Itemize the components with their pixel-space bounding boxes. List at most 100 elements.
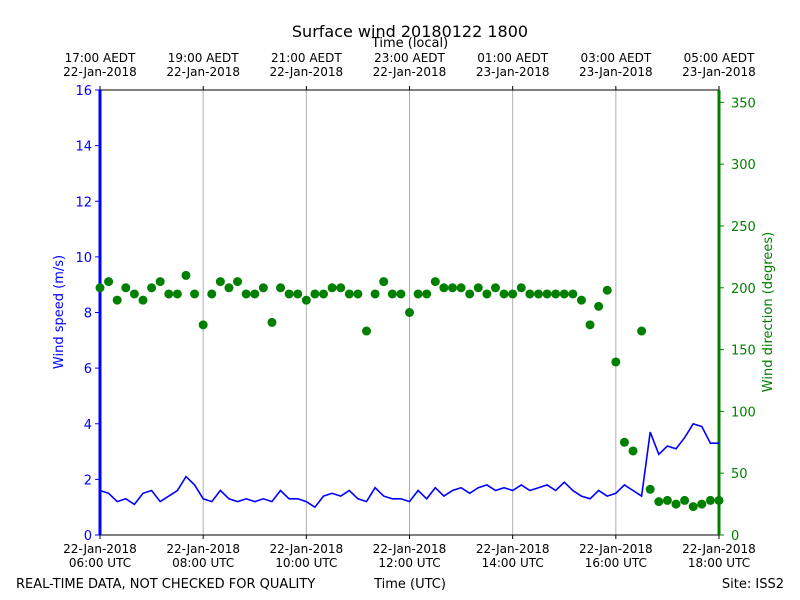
wind-direction-point <box>430 277 440 287</box>
wind-direction-point <box>104 277 114 287</box>
y2-tick-label: 350 <box>731 96 756 111</box>
x-tick-label: 22-Jan-2018 <box>270 542 344 556</box>
wind-direction-point <box>387 289 397 299</box>
wind-direction-point <box>284 289 294 299</box>
wind-direction-point <box>654 497 664 507</box>
x2-tick-label: 23:00 AEDT <box>374 51 445 65</box>
wind-direction-point <box>662 495 672 505</box>
wind-direction-point <box>172 289 182 299</box>
x2-tick-label: 23-Jan-2018 <box>682 65 756 79</box>
x-axis-title: Time (UTC) <box>373 577 446 592</box>
wind-direction-point <box>447 283 457 293</box>
x-tick-label: 22-Jan-2018 <box>373 542 447 556</box>
wind-direction-point <box>482 289 492 299</box>
wind-direction-point <box>439 283 449 293</box>
wind-direction-point <box>405 308 414 317</box>
wind-direction-point <box>276 283 286 293</box>
y-tick-label: 10 <box>75 251 92 266</box>
x-tick-label: 08:00 UTC <box>172 556 234 570</box>
wind-direction-point <box>164 289 174 299</box>
wind-direction-point <box>456 283 466 293</box>
wind-direction-point <box>198 320 208 330</box>
y2-axis-title: Wind direction (degrees) <box>761 232 776 392</box>
wind-direction-point <box>293 289 303 299</box>
wind-direction-point <box>422 289 432 299</box>
wind-direction-point <box>233 277 243 287</box>
wind-direction-point <box>714 495 724 505</box>
x2-tick-label: 22-Jan-2018 <box>373 65 447 79</box>
wind-direction-point <box>508 289 518 299</box>
wind-direction-point <box>705 495 715 505</box>
y2-tick-label: 50 <box>731 467 748 482</box>
wind-direction-point <box>637 326 647 336</box>
site-label: Site: ISS2 <box>722 577 784 592</box>
wind-direction-point <box>155 277 165 287</box>
y-tick-label: 6 <box>84 362 92 377</box>
wind-direction-point <box>473 283 483 293</box>
wind-direction-point <box>585 320 595 330</box>
y-tick-label: 12 <box>75 195 92 210</box>
wind-direction-point <box>112 295 122 305</box>
y2-tick-label: 0 <box>731 529 739 544</box>
x-tick-label: 18:00 UTC <box>688 556 750 570</box>
x-tick-label: 16:00 UTC <box>585 556 647 570</box>
wind-speed-line <box>99 422 719 509</box>
x2-tick-label: 17:00 AEDT <box>65 51 136 65</box>
y-axis-title: Wind speed (m/s) <box>52 255 67 369</box>
wind-direction-point <box>258 283 268 293</box>
x2-axis-title: Time (local) <box>371 36 448 51</box>
x2-tick-label: 23-Jan-2018 <box>476 65 550 79</box>
wind-direction-point <box>95 283 105 293</box>
y-tick-label: 8 <box>84 307 92 322</box>
wind-direction-point <box>138 295 148 305</box>
wind-direction-point <box>370 289 380 299</box>
y2-tick-label: 300 <box>731 158 756 173</box>
y-tick-label: 2 <box>84 473 92 488</box>
wind-direction-point <box>413 289 423 299</box>
wind-direction-point <box>551 289 561 299</box>
wind-direction-point <box>207 289 217 299</box>
y2-tick-label: 100 <box>731 405 756 420</box>
wind-direction-point <box>619 437 629 447</box>
x-tick-label: 22-Jan-2018 <box>476 542 550 556</box>
x-tick-label: 22-Jan-2018 <box>579 542 653 556</box>
wind-direction-point <box>336 283 346 293</box>
x2-tick-label: 19:00 AEDT <box>168 51 239 65</box>
wind-direction-point <box>542 289 552 299</box>
wind-direction-point <box>267 317 277 327</box>
footer-note: REAL-TIME DATA, NOT CHECKED FOR QUALITY <box>16 577 315 592</box>
x2-tick-label: 22-Jan-2018 <box>166 65 240 79</box>
y-tick-label: 0 <box>84 529 92 544</box>
x-tick-label: 10:00 UTC <box>275 556 337 570</box>
x-tick-label: 22-Jan-2018 <box>63 542 137 556</box>
x2-tick-label: 01:00 AEDT <box>477 51 548 65</box>
x2-tick-label: 22-Jan-2018 <box>63 65 137 79</box>
wind-direction-point <box>533 289 543 299</box>
wind-direction-point <box>568 289 578 299</box>
wind-direction-point <box>602 285 612 295</box>
wind-direction-point <box>594 301 604 311</box>
x-tick-label: 22-Jan-2018 <box>166 542 240 556</box>
x-tick-label: 22-Jan-2018 <box>682 542 756 556</box>
wind-direction-point <box>576 295 586 305</box>
wind-direction-point <box>611 357 621 367</box>
wind-direction-point <box>319 289 329 299</box>
y-tick-label: 14 <box>75 140 92 155</box>
wind-direction-point <box>516 283 526 293</box>
wind-direction-point <box>490 283 500 293</box>
chart-title: Surface wind 20180122 1800 <box>292 22 528 41</box>
wind-direction-point <box>250 289 260 299</box>
wind-direction-point <box>671 499 681 509</box>
wind-direction-point <box>525 289 535 299</box>
wind-direction-point <box>121 283 131 293</box>
y-tick-label: 16 <box>75 84 92 99</box>
wind-direction-point <box>379 277 389 287</box>
x2-tick-label: 03:00 AEDT <box>580 51 651 65</box>
wind-direction-point <box>353 289 363 299</box>
wind-direction-point <box>215 277 225 287</box>
wind-direction-point <box>465 289 475 299</box>
wind-direction-point <box>310 289 320 299</box>
wind-direction-point <box>190 289 200 299</box>
wind-direction-point <box>396 289 406 299</box>
